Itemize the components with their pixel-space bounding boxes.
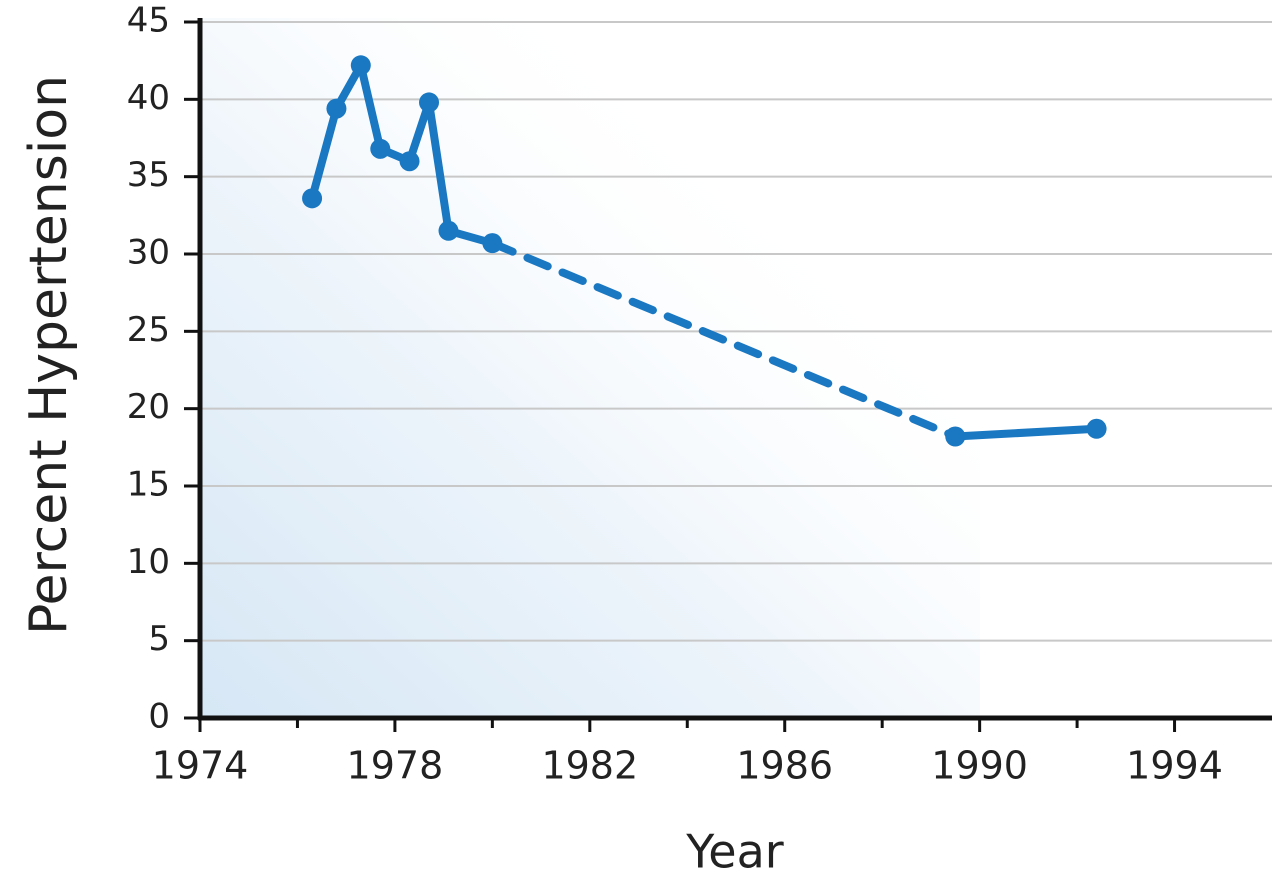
x-axis-label: Year (685, 825, 783, 879)
data-point (326, 98, 347, 119)
y-tick-label: 15 (127, 465, 170, 505)
data-point (945, 426, 966, 447)
line-segment (425, 98, 453, 235)
y-tick-label: 5 (148, 619, 170, 659)
x-tick-label: 1974 (152, 744, 249, 788)
x-tick-label: 1982 (541, 744, 638, 788)
y-axis-label: Percent Hypertension (19, 75, 79, 635)
x-tick-label: 1978 (347, 744, 444, 788)
x-tick-label: 1986 (736, 744, 833, 788)
plot-background (200, 18, 980, 718)
data-point (482, 233, 503, 254)
y-tick-label: 40 (127, 78, 170, 118)
y-tick-label: 30 (127, 233, 170, 273)
y-tick-label: 10 (127, 542, 170, 582)
line-segment (308, 104, 341, 203)
y-tick-label: 20 (127, 387, 170, 427)
data-point (302, 188, 323, 209)
data-point (419, 92, 440, 113)
line-segment (488, 239, 960, 441)
y-tick-label: 25 (127, 310, 170, 350)
line-segment (356, 61, 385, 153)
y-tick-label: 45 (127, 1, 170, 41)
data-point (399, 151, 420, 172)
data-point (350, 55, 371, 76)
line-segment (951, 424, 1101, 441)
data-point (370, 138, 391, 159)
x-tick-label: 1994 (1126, 744, 1223, 788)
x-tick-label: 1990 (931, 744, 1028, 788)
y-tick-label: 0 (148, 697, 170, 737)
line-segment (405, 98, 434, 166)
y-tick-label: 35 (127, 155, 170, 195)
data-point (1086, 418, 1107, 439)
data-point (438, 220, 459, 241)
